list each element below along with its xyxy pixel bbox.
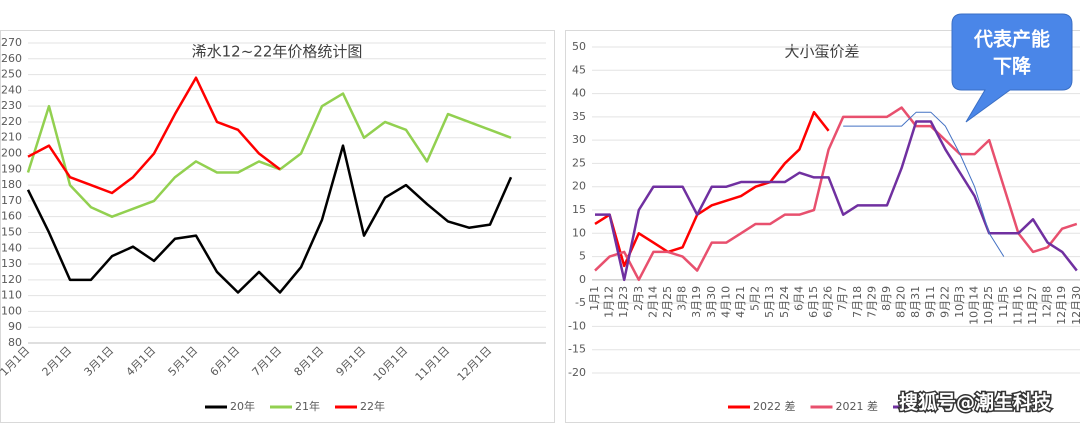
x-tick-label: 3月19	[690, 286, 703, 318]
x-tick-label: 7月7	[836, 286, 849, 311]
x-tick-label: 2月3	[632, 286, 645, 311]
x-tick-label: 5月2	[749, 286, 762, 311]
y-tick-label: -5	[575, 296, 586, 309]
x-tick-label: 12月19	[1055, 286, 1068, 325]
y-tick-label: 130	[1, 257, 22, 270]
x-tick-label: 2月25	[661, 286, 674, 318]
y-tick-label: 140	[1, 241, 22, 254]
x-tick-label: 8月31	[909, 286, 922, 318]
callout-text: 下降	[993, 55, 1032, 78]
y-tick-label: -15	[568, 343, 586, 356]
y-tick-label: 35	[572, 110, 586, 123]
y-tick-label: 50	[572, 40, 586, 53]
y-tick-label: 260	[1, 52, 22, 65]
y-tick-label: 120	[1, 273, 22, 286]
x-tick-label: 7月29	[865, 286, 878, 318]
x-tick-label: 5月13	[763, 286, 776, 318]
legend-label: 20年	[230, 399, 255, 413]
y-tick-label: -10	[568, 319, 586, 332]
series-line	[26, 144, 513, 294]
y-tick-label: 30	[572, 133, 586, 146]
y-tick-label: 150	[1, 225, 22, 238]
series-line	[26, 92, 512, 218]
x-tick-label: 10月25	[982, 286, 995, 325]
series-line	[27, 76, 281, 195]
series-line	[594, 110, 830, 268]
callout-text: 代表产能	[973, 28, 1050, 51]
y-tick-label: 180	[1, 178, 22, 191]
y-tick-label: 200	[1, 147, 22, 160]
x-tick-label: 1月1	[588, 286, 601, 311]
x-tick-label: 12月30	[1070, 286, 1080, 325]
y-tick-label: 40	[572, 87, 586, 100]
y-tick-label: 0	[579, 273, 586, 286]
x-tick-label: 6月26	[822, 286, 835, 318]
y-tick-label: 15	[572, 203, 586, 216]
y-tick-label: 220	[1, 115, 22, 128]
x-tick-label: 11月27	[1026, 286, 1039, 325]
series-line	[843, 111, 1005, 257]
legend-label: 2021 差	[836, 399, 879, 413]
x-tick-label: 1月23	[617, 286, 630, 318]
x-tick-label: 8月20	[895, 286, 908, 318]
x-tick-label: 9月11	[924, 286, 937, 318]
x-tick-label: 8月9	[880, 286, 893, 311]
y-tick-label: 250	[1, 68, 22, 81]
y-tick-label: 90	[8, 320, 22, 333]
series-line	[594, 106, 1078, 282]
x-tick-label: 12月8	[1041, 286, 1054, 318]
y-tick-label: 110	[1, 289, 22, 302]
y-tick-label: -20	[568, 366, 586, 379]
x-tick-label: 4月21	[734, 286, 747, 318]
x-tick-label: 11月5	[997, 286, 1010, 318]
x-tick-label: 9月22	[938, 286, 951, 318]
x-tick-label: 3月30	[705, 286, 718, 318]
x-tick-label: 6月4	[792, 286, 805, 311]
y-tick-label: 20	[572, 180, 586, 193]
x-tick-label: 11月16	[1011, 286, 1024, 325]
callout-box	[951, 13, 1073, 123]
y-tick-label: 25	[572, 156, 586, 169]
y-tick-label: 170	[1, 194, 22, 207]
legend-label: 2022 差	[753, 399, 796, 413]
chart-title: 浠水12~22年价格统计图	[192, 43, 363, 61]
y-tick-label: 5	[579, 250, 586, 263]
y-tick-label: 160	[1, 210, 22, 223]
x-tick-label: 1月12	[603, 286, 616, 318]
y-tick-label: 240	[1, 83, 22, 96]
x-tick-label: 6月15	[807, 286, 820, 318]
watermark: 搜狐号@潮生科技	[899, 391, 1052, 414]
series-line	[595, 120, 1078, 282]
y-tick-label: 10	[572, 226, 586, 239]
chart-title: 大小蛋价差	[784, 43, 859, 61]
y-tick-label: 80	[8, 336, 22, 349]
x-tick-label: 3月8	[676, 286, 689, 311]
y-tick-label: 230	[1, 99, 22, 112]
x-tick-label: 4月10	[719, 286, 732, 318]
x-tick-label: 2月14	[646, 286, 659, 318]
x-tick-label: 10月3	[953, 286, 966, 318]
legend-label: 21年	[295, 399, 320, 413]
y-tick-label: 45	[572, 63, 586, 76]
x-tick-label: 5月24	[778, 286, 791, 318]
x-tick-label: 10月14	[968, 286, 981, 325]
legend-label: 22年	[360, 399, 385, 413]
y-tick-label: 270	[1, 36, 22, 49]
y-tick-label: 100	[1, 304, 22, 317]
y-tick-label: 190	[1, 162, 22, 175]
x-tick-label: 7月18	[851, 286, 864, 318]
y-tick-label: 210	[1, 131, 22, 144]
